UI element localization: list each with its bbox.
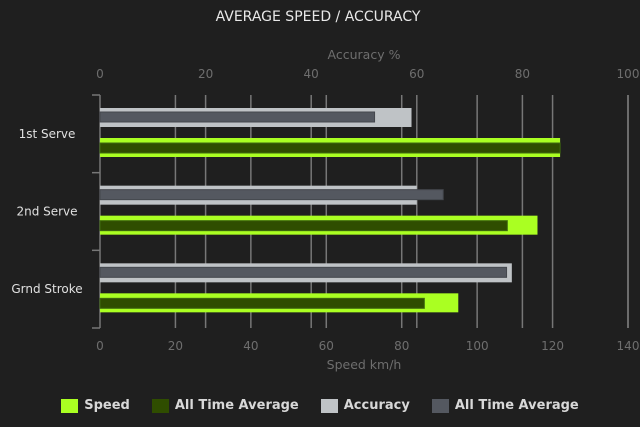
- speed-average-bar: [99, 220, 508, 232]
- legend-item[interactable]: Accuracy: [320, 398, 410, 413]
- speed-average-bar: [99, 142, 561, 154]
- accuracy-tick-label: 60: [409, 67, 424, 81]
- speed-tick-label: 80: [394, 339, 409, 353]
- legend-swatch: [320, 398, 338, 413]
- accuracy-tick-label: 80: [515, 67, 530, 81]
- accuracy-tick-label: 20: [198, 67, 213, 81]
- accuracy-tick-label: 100: [617, 67, 640, 81]
- speed-tick-label: 140: [617, 339, 640, 353]
- legend-item[interactable]: Speed: [61, 398, 130, 413]
- bottom-axis-label: Speed km/h: [327, 357, 402, 372]
- speed-tick-label: 120: [541, 339, 564, 353]
- legend-swatch: [431, 398, 449, 413]
- accuracy-average-bar: [99, 266, 508, 278]
- chart-title: AVERAGE SPEED / ACCURACY: [216, 9, 421, 25]
- accuracy-average-bar: [99, 111, 376, 123]
- speed-tick-label: 100: [466, 339, 489, 353]
- accuracy-tick-label: 0: [96, 67, 104, 81]
- legend-label: Accuracy: [343, 398, 410, 413]
- legend-label: All Time Average: [174, 398, 299, 413]
- category-label: Grnd Stroke: [11, 282, 82, 296]
- legend-item[interactable]: All Time Average: [431, 398, 579, 413]
- legend: Speed All Time Average Accuracy All Time Av…: [0, 398, 640, 413]
- legend-swatch: [151, 398, 169, 413]
- legend-item[interactable]: All Time Average: [151, 398, 299, 413]
- legend-label: All Time Average: [454, 398, 579, 413]
- top-axis-label: Accuracy %: [328, 47, 401, 62]
- speed-average-bar: [99, 297, 425, 309]
- accuracy-average-bar: [99, 189, 444, 201]
- category-label: 2nd Serve: [16, 205, 77, 219]
- speed-tick-label: 0: [96, 339, 104, 353]
- speed-tick-label: 40: [243, 339, 258, 353]
- speed-tick-label: 60: [319, 339, 334, 353]
- legend-label: Speed: [84, 398, 130, 413]
- accuracy-tick-label: 40: [304, 67, 319, 81]
- speed-tick-label: 20: [168, 339, 183, 353]
- legend-swatch: [61, 398, 79, 413]
- category-label: 1st Serve: [19, 127, 76, 141]
